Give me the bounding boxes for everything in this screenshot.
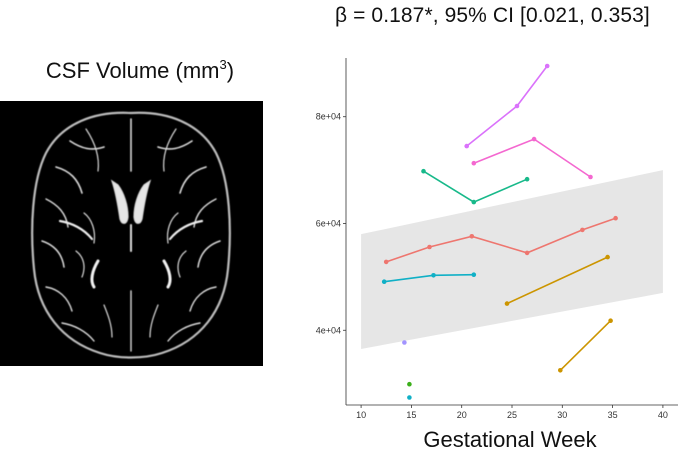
image-panel-title-text: CSF Volume (mm (45, 58, 220, 83)
x-tick-label: 35 (608, 410, 618, 420)
x-tick-label: 15 (406, 410, 416, 420)
y-tick-label: 4e+04 (316, 325, 341, 335)
data-point (605, 254, 610, 260)
series-7 (558, 318, 613, 373)
series-line (423, 170, 528, 203)
data-point (407, 381, 412, 387)
series-line (466, 65, 548, 147)
series-9 (407, 381, 412, 387)
data-point (580, 227, 585, 233)
data-point (608, 318, 613, 324)
y-tick-label: 6e+04 (316, 218, 341, 228)
confidence-band (361, 170, 663, 349)
mri-axial-slice-icon (0, 101, 263, 366)
trajectory-plot: 10 15 20 25 30 35 40 4e+04 6e+04 8e+04 (316, 58, 678, 420)
x-tick-label: 20 (457, 410, 467, 420)
data-point (402, 340, 407, 345)
data-point (421, 168, 426, 174)
series-1 (464, 63, 550, 149)
x-tick-label: 25 (507, 410, 517, 420)
data-point (383, 259, 389, 265)
data-point (588, 174, 593, 180)
series-line (506, 256, 608, 305)
data-point (524, 250, 530, 256)
image-panel-title-suffix: ) (226, 58, 235, 83)
data-point (407, 395, 412, 400)
data-point (504, 301, 510, 306)
data-point (469, 234, 475, 239)
data-point (427, 244, 432, 250)
series-layer (381, 63, 618, 400)
series-2 (471, 136, 593, 180)
data-point (471, 272, 477, 277)
x-axis-title: Gestational Week (423, 427, 597, 452)
data-point (613, 215, 618, 221)
y-tick-label: 8e+04 (316, 112, 341, 122)
series-5 (381, 272, 477, 284)
data-point (471, 160, 477, 166)
series-3 (421, 168, 530, 205)
data-point (524, 176, 530, 182)
data-point (431, 273, 436, 278)
data-point (514, 103, 520, 109)
x-tick-label: 10 (356, 410, 366, 420)
x-tick-label: 30 (557, 410, 567, 420)
stat-annotation: β = 0.187*, 95% CI [0.021, 0.353] (335, 4, 650, 27)
series-6 (504, 254, 610, 306)
series-8 (402, 340, 407, 345)
x-tick-label: 40 (658, 410, 668, 420)
series-4 (383, 215, 618, 265)
series-line (473, 138, 591, 178)
data-point (531, 136, 537, 142)
data-point (558, 368, 563, 373)
axes-layer: 10 15 20 25 30 35 40 4e+04 6e+04 8e+04 (316, 58, 678, 420)
series-10 (407, 395, 412, 400)
series-line (559, 320, 612, 371)
data-point (464, 143, 469, 149)
image-panel-title-superscript: 3 (219, 57, 227, 72)
image-panel-title: CSF Volume (mm3) (0, 57, 280, 84)
data-point (381, 279, 387, 284)
confidence-band-layer (361, 170, 663, 349)
data-point (544, 63, 550, 69)
series-line (385, 217, 616, 263)
data-point (471, 199, 477, 205)
